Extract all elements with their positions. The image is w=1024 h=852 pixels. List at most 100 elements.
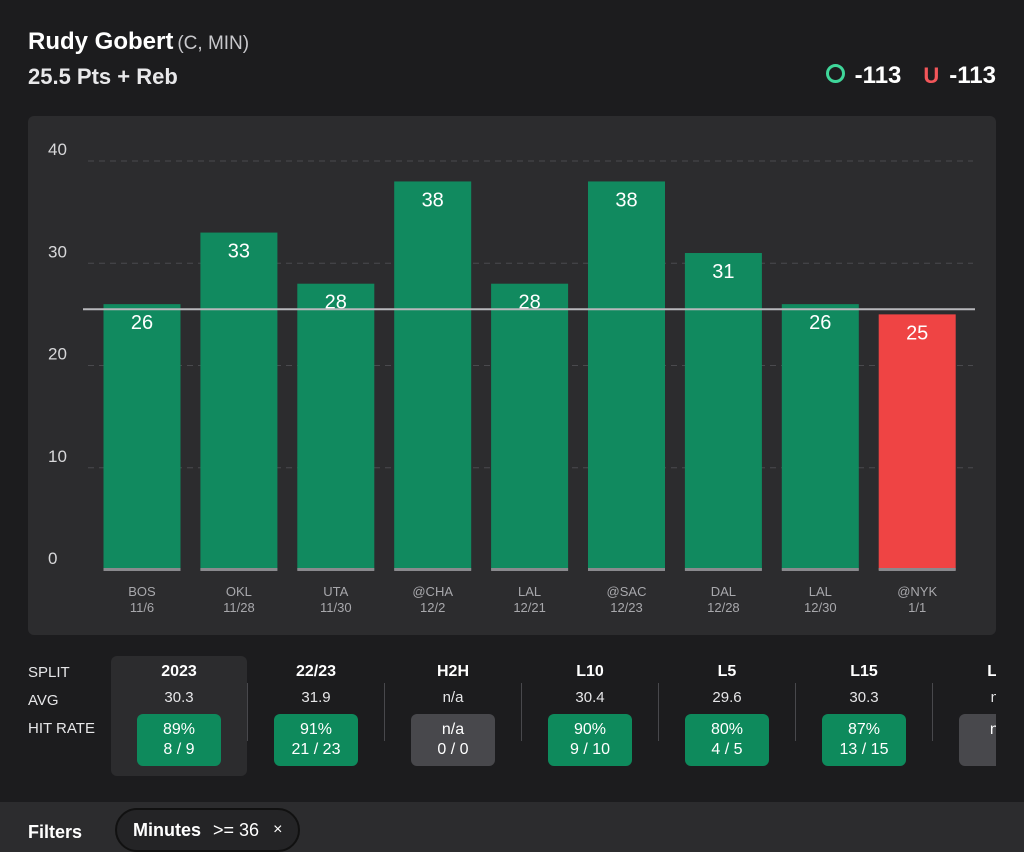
close-icon[interactable]: × bbox=[273, 821, 283, 838]
bar[interactable] bbox=[684, 253, 762, 570]
bar-base bbox=[781, 568, 859, 571]
split-column-2023[interactable]: 2023 30.3 89% 8 / 9 bbox=[111, 656, 247, 776]
data-label: 26 bbox=[131, 312, 153, 334]
hit-rate-pct: 87% bbox=[847, 721, 881, 738]
prop-line: 25.5 Pts + Reb bbox=[28, 64, 178, 89]
bar[interactable] bbox=[588, 181, 665, 570]
split-column-l15[interactable]: L15 30.3 87% 13 / 15 bbox=[796, 656, 932, 776]
split-avg: 30.3 bbox=[164, 689, 194, 706]
split-column-h2h[interactable]: H2H n/a n/a 0 / 0 bbox=[385, 656, 521, 776]
bar-base bbox=[684, 568, 762, 571]
bar[interactable] bbox=[781, 304, 859, 570]
split-label: SPLIT bbox=[28, 664, 70, 681]
x-tick-opponent: UTA bbox=[323, 584, 348, 599]
data-label: 31 bbox=[712, 261, 734, 283]
bar-base bbox=[491, 568, 569, 571]
under-odds[interactable]: -113 bbox=[949, 62, 996, 89]
avg-label: AVG bbox=[28, 692, 59, 709]
x-tick-date: 12/2 bbox=[420, 600, 445, 615]
hit-rate-pct: n/a bbox=[441, 721, 465, 738]
bar[interactable] bbox=[491, 283, 569, 570]
bar-base bbox=[588, 568, 665, 571]
split-column-2223[interactable]: 22/23 31.9 91% 21 / 23 bbox=[248, 656, 384, 776]
split-avg: 31.9 bbox=[301, 689, 331, 706]
odds-group: -113 U -113 bbox=[825, 62, 996, 90]
hit-rate-pct: n/a bbox=[989, 721, 996, 738]
y-tick-label: 30 bbox=[48, 242, 67, 261]
split-avg: 30.3 bbox=[849, 689, 879, 706]
hit-rate-pct: 80% bbox=[710, 721, 744, 738]
hit-rate-fraction: 13 / 15 bbox=[839, 741, 889, 758]
player-meta: (C, MIN) bbox=[177, 33, 250, 54]
bar-base bbox=[297, 568, 375, 571]
minutes-filter-chip[interactable]: Minutes >= 36 × bbox=[115, 808, 301, 852]
hit-rate-fraction: 21 / 23 bbox=[291, 741, 341, 758]
bar[interactable] bbox=[297, 283, 375, 570]
game-log-chart: 0 10 20 30 40 26 BOS 11/6 33 OKL 11/28 28 UTA 11/30 38… bbox=[28, 116, 996, 635]
x-tick-date: 12/21 bbox=[513, 600, 546, 615]
split-header: 2023 bbox=[161, 663, 197, 680]
player-name-text: Rudy Gobert bbox=[28, 28, 174, 55]
x-tick-date: 11/6 bbox=[130, 600, 154, 615]
filters-label: Filters bbox=[28, 822, 83, 842]
bar-base bbox=[103, 568, 181, 571]
bar-base bbox=[878, 568, 956, 571]
y-tick-label: 10 bbox=[48, 447, 67, 466]
split-column-l20[interactable]: L20 n/a n/a bbox=[933, 656, 996, 776]
column-divider bbox=[795, 683, 796, 741]
y-tick-label: 40 bbox=[48, 140, 67, 159]
hit-rate-pct: 90% bbox=[573, 721, 607, 738]
split-header: L20 bbox=[987, 663, 996, 680]
hit-rate-label: HIT RATE bbox=[28, 720, 95, 737]
x-tick-opponent: @SAC bbox=[607, 584, 647, 599]
split-avg: 30.4 bbox=[575, 689, 605, 706]
data-label: 28 bbox=[325, 292, 347, 314]
data-label: 38 bbox=[615, 189, 637, 211]
bar[interactable] bbox=[394, 181, 472, 570]
x-tick-date: 12/28 bbox=[707, 600, 740, 615]
hit-rate-pill: 80% 4 / 5 bbox=[685, 714, 769, 766]
hit-rate-fraction: 4 / 5 bbox=[711, 741, 743, 758]
chip-value: >= 36 bbox=[213, 819, 260, 840]
hit-rate-pill: 90% 9 / 10 bbox=[548, 714, 632, 766]
split-avg: n/a bbox=[442, 689, 464, 706]
split-header: 22/23 bbox=[295, 663, 337, 680]
under-label: U bbox=[923, 63, 940, 88]
over-label bbox=[825, 63, 845, 89]
split-column-l10[interactable]: L10 30.4 90% 9 / 10 bbox=[522, 656, 658, 776]
filter-bar: Filters Minutes >= 36 × bbox=[0, 802, 1024, 852]
hit-rate-pill: 87% 13 / 15 bbox=[822, 714, 906, 766]
chip-name: Minutes bbox=[133, 819, 202, 840]
split-header: L15 bbox=[850, 663, 878, 680]
over-odds[interactable]: -113 bbox=[854, 62, 902, 89]
x-tick-opponent: OKL bbox=[226, 584, 252, 599]
bar-base bbox=[200, 568, 278, 571]
bar[interactable] bbox=[103, 304, 181, 570]
bar[interactable] bbox=[878, 314, 956, 570]
bar[interactable] bbox=[200, 232, 278, 570]
split-header: L10 bbox=[576, 663, 604, 680]
hit-rate-pill: n/a bbox=[959, 714, 996, 766]
x-tick-date: 11/28 bbox=[223, 600, 255, 615]
y-tick-label: 20 bbox=[48, 345, 67, 364]
splits-table: SPLIT AVG HIT RATE 2023 30.3 89% 8 / 9 22/23… bbox=[0, 656, 996, 776]
x-tick-opponent: LAL bbox=[518, 584, 541, 599]
data-label: 33 bbox=[228, 241, 250, 263]
x-tick-date: 11/30 bbox=[320, 600, 352, 615]
y-tick-label: 0 bbox=[48, 549, 57, 568]
hit-rate-pct: 91% bbox=[299, 721, 333, 738]
x-tick-date: 12/30 bbox=[804, 600, 837, 615]
column-divider bbox=[384, 683, 385, 741]
hit-rate-fraction: 9 / 10 bbox=[569, 741, 611, 758]
hit-rate-pct: 89% bbox=[162, 721, 196, 738]
split-column-l5[interactable]: L5 29.6 80% 4 / 5 bbox=[659, 656, 795, 776]
hit-rate-fraction: 0 / 0 bbox=[437, 741, 469, 758]
split-avg: 29.6 bbox=[712, 689, 742, 706]
hit-rate-fraction: 8 / 9 bbox=[163, 741, 195, 758]
split-header: L5 bbox=[717, 663, 737, 680]
bar-base bbox=[394, 568, 472, 571]
player-name: Rudy Gobert (C, MIN) bbox=[28, 28, 249, 56]
data-label: 38 bbox=[422, 189, 444, 211]
hit-rate-pill: 91% 21 / 23 bbox=[274, 714, 358, 766]
hit-rate-pill: n/a 0 / 0 bbox=[411, 714, 495, 766]
